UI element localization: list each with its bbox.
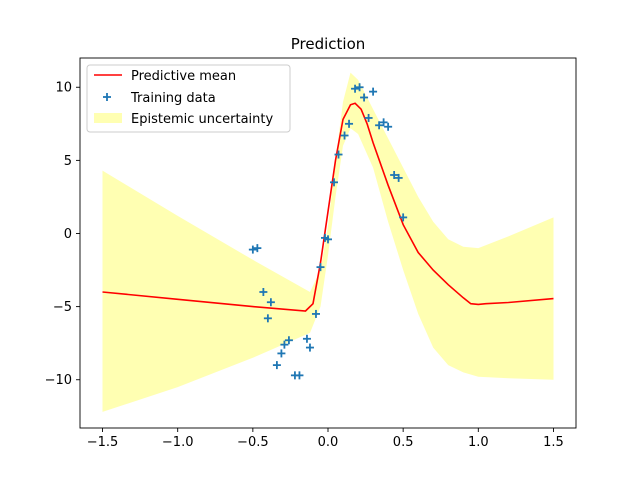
x-tick-label: 1.0 <box>468 435 489 450</box>
training-data-point <box>305 343 314 352</box>
training-data-point <box>340 131 349 140</box>
training-data-point <box>316 263 325 272</box>
training-data-point <box>302 334 311 343</box>
training-data-point <box>248 245 257 254</box>
legend-uncertainty-swatch <box>94 113 122 123</box>
training-data-point <box>379 118 388 127</box>
training-data-point <box>334 150 343 159</box>
x-tick-label: 0.5 <box>393 435 414 450</box>
training-data-point <box>394 173 403 182</box>
y-tick-label: 0 <box>64 227 72 242</box>
x-tick-label: −1.5 <box>87 435 119 450</box>
training-data-point <box>263 314 272 323</box>
legend-box <box>86 64 291 133</box>
mean-line-layer <box>102 102 554 312</box>
training-data-layer <box>248 83 408 380</box>
training-data-point <box>311 309 320 318</box>
training-data-point <box>390 170 399 179</box>
legend-label-training-data: Training data <box>130 91 216 106</box>
y-tick-label: 5 <box>64 154 72 169</box>
x-tick-label: 1.5 <box>543 435 564 450</box>
x-axis: −1.5 −1.0 −0.5 0.0 0.5 1.0 1.5 <box>87 428 564 450</box>
training-data-point <box>384 122 393 131</box>
x-tick-label: −1.0 <box>162 435 194 450</box>
y-tick-label: −5 <box>53 300 72 315</box>
training-data-point <box>345 119 354 128</box>
training-data-point <box>369 87 378 96</box>
training-data-point <box>280 340 289 349</box>
legend-training-swatch <box>103 93 111 101</box>
training-data-point <box>272 361 281 370</box>
legend: Predictive mean Training data Epistemic … <box>86 64 291 133</box>
chart-title: Prediction <box>291 35 366 53</box>
x-tick-label: −0.5 <box>237 435 269 450</box>
training-data-point <box>360 93 369 102</box>
y-axis: −10 −5 0 5 10 <box>45 81 80 388</box>
training-data-point <box>295 371 304 380</box>
training-data-point <box>330 178 339 187</box>
training-data-point <box>253 244 262 253</box>
y-tick-label: −10 <box>45 373 72 388</box>
training-data-point <box>399 213 408 222</box>
training-data-point <box>324 235 332 244</box>
training-data-point <box>277 349 286 358</box>
x-tick-label: 0.0 <box>318 435 339 450</box>
training-data-point <box>364 113 373 122</box>
training-data-point <box>355 83 364 92</box>
legend-label-predictive-mean: Predictive mean <box>131 69 236 84</box>
legend-label-epistemic-uncertainty: Epistemic uncertainty <box>131 112 273 127</box>
predictive-mean-line <box>102 102 554 312</box>
training-data-point <box>284 336 293 345</box>
training-data-point <box>266 298 275 307</box>
training-data-point <box>351 84 360 93</box>
training-data-point <box>375 121 384 130</box>
y-tick-label: 10 <box>55 81 72 96</box>
training-data-point <box>259 287 268 296</box>
